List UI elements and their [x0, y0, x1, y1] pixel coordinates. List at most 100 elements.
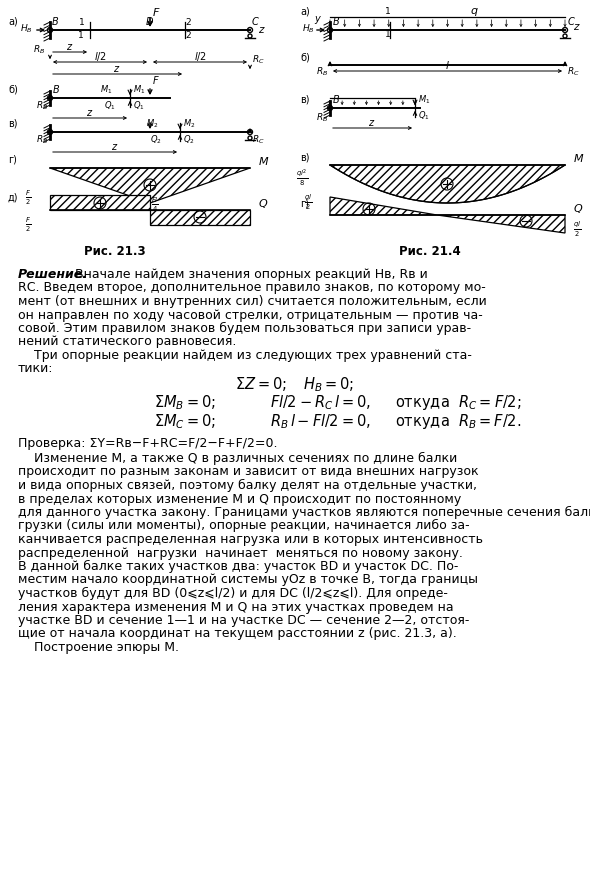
- Text: $q$: $q$: [470, 6, 478, 18]
- Text: в): в): [300, 152, 310, 162]
- Text: 1: 1: [78, 31, 84, 40]
- Text: участков будут для BD (0⩽z⩽l/2) и для DC (l/2⩽z⩽l). Для опреде-: участков будут для BD (0⩽z⩽l/2) и для DC…: [18, 587, 448, 600]
- Circle shape: [562, 28, 568, 33]
- Text: a): a): [8, 17, 18, 27]
- Text: $R_B$: $R_B$: [316, 111, 328, 124]
- Text: $z$: $z$: [258, 25, 266, 35]
- Circle shape: [48, 95, 53, 100]
- Polygon shape: [150, 210, 250, 225]
- Text: $C$: $C$: [567, 15, 576, 27]
- Text: $M$: $M$: [573, 152, 584, 164]
- Polygon shape: [50, 195, 150, 210]
- Text: Три опорные реакции найдем из следующих трех уравнений ста-: Три опорные реакции найдем из следующих …: [18, 349, 472, 362]
- Text: $y$: $y$: [314, 14, 322, 26]
- Text: г): г): [8, 155, 17, 165]
- Text: канчивается распределенная нагрузка или в которых интенсивность: канчивается распределенная нагрузка или …: [18, 533, 483, 546]
- Text: местим начало координатной системы yOz в точке B, тогда границы: местим начало координатной системы yOz в…: [18, 573, 478, 587]
- Text: $l/2$: $l/2$: [194, 50, 206, 63]
- Text: $R_B$: $R_B$: [33, 43, 45, 55]
- Text: $Q_1$: $Q_1$: [104, 99, 116, 111]
- Text: в): в): [300, 95, 310, 105]
- Text: $\frac{F}{2}$: $\frac{F}{2}$: [25, 188, 31, 207]
- Text: 2: 2: [185, 18, 191, 27]
- Text: Решение.: Решение.: [18, 268, 88, 281]
- Text: $z$: $z$: [86, 108, 94, 118]
- Text: $H_B$: $H_B$: [20, 23, 33, 36]
- Text: $M_1$: $M_1$: [100, 83, 112, 95]
- Text: $D$: $D$: [146, 15, 155, 27]
- Text: $M_1$: $M_1$: [418, 93, 430, 106]
- Text: нений статического равновесия.: нений статического равновесия.: [18, 335, 237, 348]
- Text: $l$: $l$: [445, 59, 450, 71]
- Text: д): д): [8, 192, 18, 202]
- Text: $Q_1$: $Q_1$: [418, 109, 430, 122]
- Text: $R_B\,l - Fl/2 = 0,$: $R_B\,l - Fl/2 = 0,$: [270, 412, 371, 430]
- Text: б): б): [8, 85, 18, 95]
- Circle shape: [327, 28, 333, 33]
- Text: 1: 1: [385, 30, 391, 39]
- Polygon shape: [437, 215, 565, 233]
- Text: $B$: $B$: [52, 83, 60, 95]
- Text: $M_1$: $M_1$: [133, 83, 145, 95]
- Text: распределенной  нагрузки  начинает  меняться по новому закону.: распределенной нагрузки начинает менятьс…: [18, 547, 463, 559]
- Text: $R_C$: $R_C$: [252, 133, 265, 146]
- Text: $\Sigma Z = 0;$   $H_B = 0;$: $\Sigma Z = 0;$ $H_B = 0;$: [235, 375, 355, 394]
- Text: $C$: $C$: [251, 15, 260, 27]
- Text: $z$: $z$: [112, 142, 119, 152]
- Text: $\frac{ql}{2}$: $\frac{ql}{2}$: [304, 192, 312, 212]
- Circle shape: [247, 130, 253, 134]
- Circle shape: [48, 130, 53, 134]
- Text: 1: 1: [385, 7, 391, 16]
- Text: откуда  $R_C = F/2;$: откуда $R_C = F/2;$: [395, 394, 522, 412]
- Text: Построение эпюры M.: Построение эпюры M.: [18, 641, 179, 654]
- Text: грузки (силы или моменты), опорные реакции, начинается либо за-: грузки (силы или моменты), опорные реакц…: [18, 519, 470, 533]
- Text: $M_2$: $M_2$: [183, 117, 195, 130]
- Text: В данной балке таких участков два: участок BD и участок DC. По-: В данной балке таких участков два: участ…: [18, 560, 458, 573]
- Text: $Q$: $Q$: [258, 197, 268, 210]
- Text: $R_B$: $R_B$: [36, 133, 48, 146]
- Text: $M_2$: $M_2$: [146, 117, 158, 130]
- Text: $B$: $B$: [332, 93, 340, 105]
- Text: Рис. 21.4: Рис. 21.4: [399, 245, 461, 258]
- Text: б): б): [300, 52, 310, 62]
- Text: $R_C$: $R_C$: [252, 53, 265, 66]
- Text: $Q$: $Q$: [573, 202, 584, 215]
- Text: а): а): [300, 7, 310, 17]
- Text: щие от начала координат на текущем расстоянии z (рис. 21.3, a).: щие от начала координат на текущем расст…: [18, 628, 457, 640]
- Text: $Q_2$: $Q_2$: [150, 133, 162, 146]
- Text: тики:: тики:: [18, 363, 54, 375]
- Circle shape: [327, 106, 333, 110]
- Polygon shape: [50, 168, 250, 203]
- Text: $z$: $z$: [573, 22, 581, 32]
- Text: RС. Введем второе, дополнительное правило знаков, по которому мо-: RС. Введем второе, дополнительное правил…: [18, 282, 486, 294]
- Text: $F$: $F$: [152, 6, 160, 18]
- Text: $Q_1$: $Q_1$: [133, 99, 145, 111]
- Text: Вначале найдем значения опорных реакций Hв, Rв и: Вначале найдем значения опорных реакций …: [71, 268, 428, 281]
- Text: $z$: $z$: [66, 42, 74, 52]
- Circle shape: [247, 28, 253, 33]
- Text: 2: 2: [185, 31, 191, 40]
- Text: $\frac{ql^2}{8}$: $\frac{ql^2}{8}$: [296, 168, 308, 189]
- Text: и вида опорных связей, поэтому балку делят на отдельные участки,: и вида опорных связей, поэтому балку дел…: [18, 479, 477, 492]
- Text: $\frac{F}{2}$: $\frac{F}{2}$: [25, 216, 31, 234]
- Text: $\Sigma M_B = 0;$: $\Sigma M_B = 0;$: [154, 394, 216, 412]
- Text: для данного участка закону. Границами участков являются поперечные сечения балки: для данного участка закону. Границами уч…: [18, 506, 590, 519]
- Text: $z$: $z$: [113, 64, 121, 74]
- Text: г): г): [300, 199, 309, 209]
- Text: он направлен по ходу часовой стрелки, отрицательным — против ча-: он направлен по ходу часовой стрелки, от…: [18, 308, 483, 322]
- Text: $\frac{Fl}{4}$: $\frac{Fl}{4}$: [151, 196, 159, 214]
- Text: ления характера изменения M и Q на этих участках проведем на: ления характера изменения M и Q на этих …: [18, 600, 454, 613]
- Text: 1: 1: [79, 18, 85, 27]
- Circle shape: [48, 28, 53, 33]
- Text: Проверка: ΣY=Rв−F+RС=F/2−F+F/2=0.: Проверка: ΣY=Rв−F+RС=F/2−F+F/2=0.: [18, 437, 277, 451]
- Text: $R_B$: $R_B$: [316, 66, 328, 78]
- Text: $\frac{ql}{2}$: $\frac{ql}{2}$: [573, 220, 581, 239]
- Text: Рис. 21.3: Рис. 21.3: [84, 245, 146, 258]
- Polygon shape: [330, 197, 437, 215]
- Text: $B$: $B$: [332, 15, 340, 27]
- Text: откуда  $R_B = F/2.$: откуда $R_B = F/2.$: [395, 412, 521, 431]
- Text: $B$: $B$: [51, 15, 59, 27]
- Text: в пределах которых изменение M и Q происходит по постоянному: в пределах которых изменение M и Q проис…: [18, 493, 461, 506]
- Text: мент (от внешних и внутренних сил) считается положительным, если: мент (от внешних и внутренних сил) счита…: [18, 295, 487, 308]
- Text: участке BD и сечение 1—1 и на участке DC — сечение 2—2, отстоя-: участке BD и сечение 1—1 и на участке DC…: [18, 614, 470, 627]
